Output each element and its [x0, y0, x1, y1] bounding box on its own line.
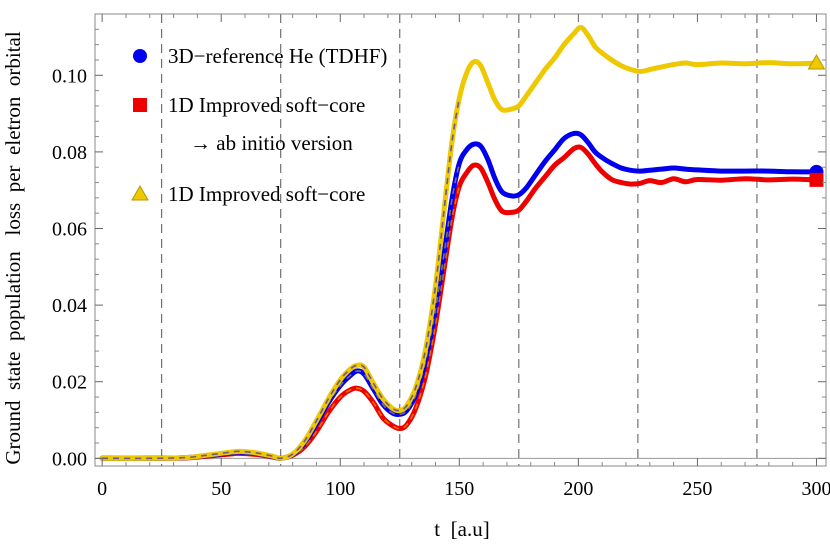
series-end-marker-2 — [807, 54, 826, 70]
legend-label-1: 1D Improved soft−core — [168, 93, 365, 117]
series-end-marker-1 — [809, 172, 824, 187]
x-tick-label-0: 0 — [97, 478, 107, 500]
y-tick-label-1: 0.02 — [52, 372, 87, 394]
legend-marker-0 — [133, 49, 147, 63]
x-tick-label-4: 200 — [563, 478, 593, 500]
series-lines — [99, 24, 819, 461]
axis-ticks: 0 50 100 150 200 250 300 0.00 0.02 0.04 0.06 0.08 0.… — [52, 14, 830, 500]
legend-marker-1 — [133, 98, 147, 112]
y-tick-label-2: 0.04 — [52, 295, 87, 317]
series-dash-overlay-1 — [102, 186, 461, 460]
legend-label-2: 1D Improved soft−core — [168, 182, 365, 206]
y-tick-label-5: 0.10 — [52, 65, 87, 87]
y-tick-label-3: 0.06 — [52, 219, 87, 241]
vertical-guide-lines — [95, 14, 826, 466]
legend-marker-2 — [131, 184, 149, 201]
x-tick-label-2: 100 — [325, 478, 355, 500]
y-axis-title: Ground state population loss per eletron… — [1, 31, 25, 464]
x-tick-label-1: 50 — [211, 478, 231, 500]
end-markers — [807, 54, 826, 187]
y-tick-label-4: 0.08 — [52, 142, 87, 164]
x-axis-title: t [a.u] — [434, 517, 489, 541]
legend-label-0: 3D−reference He (TDHF) — [168, 44, 387, 68]
x-tick-label-5: 250 — [682, 478, 712, 500]
y-tick-label-0: 0.00 — [52, 448, 87, 470]
x-tick-label-3: 150 — [444, 478, 474, 500]
plot-frame — [94, 13, 827, 467]
series-dash-overlay-2 — [102, 98, 461, 460]
legend-label-1-line2: → ab initio version — [190, 131, 353, 155]
x-tick-label-6: 300 — [801, 478, 830, 500]
legend: 3D−reference He (TDHF) 1D Improved soft−c… — [131, 44, 387, 206]
